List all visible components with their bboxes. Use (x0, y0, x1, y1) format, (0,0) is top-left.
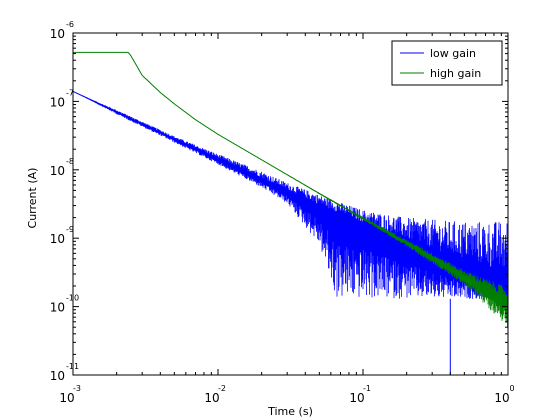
x-tick-label: 10 (349, 391, 364, 405)
y-tick-exponent: -10 (66, 294, 79, 303)
x-tick-exponent: -1 (363, 384, 371, 393)
y-tick-label: 10 (50, 369, 65, 383)
y-tick-exponent: -6 (66, 20, 74, 29)
x-tick-exponent: -2 (218, 384, 226, 393)
axes: 10-310-210-110010-1110-1010-910-810-710-… (26, 20, 515, 418)
series-high-gain (73, 51, 508, 327)
legend-entry: high gain (430, 67, 481, 80)
y-tick-label: 10 (50, 232, 65, 246)
y-tick-exponent: -11 (66, 362, 79, 371)
y-tick-label: 10 (50, 27, 65, 41)
series-line (73, 51, 508, 305)
legend: low gain high gain (391, 40, 503, 86)
y-tick-exponent: -7 (66, 88, 74, 97)
x-tick-label: 10 (494, 391, 509, 405)
y-axis-label: Current (A) (26, 168, 39, 229)
y-tick-label: 10 (50, 301, 65, 315)
plot-area (73, 51, 508, 375)
y-tick-label: 10 (50, 95, 65, 109)
x-tick-exponent: 0 (509, 384, 514, 393)
series-low-gain (73, 90, 508, 375)
axes-box (72, 32, 509, 376)
y-tick-exponent: -9 (66, 225, 74, 234)
legend-entry: low gain (430, 47, 476, 60)
x-tick-label: 10 (204, 391, 219, 405)
x-axis-label: Time (s) (267, 405, 313, 418)
legend-box (391, 40, 503, 86)
x-tick-exponent: -3 (73, 384, 81, 393)
x-tick-label: 10 (59, 391, 74, 405)
y-tick-label: 10 (50, 164, 65, 178)
y-tick-exponent: -8 (66, 157, 74, 166)
